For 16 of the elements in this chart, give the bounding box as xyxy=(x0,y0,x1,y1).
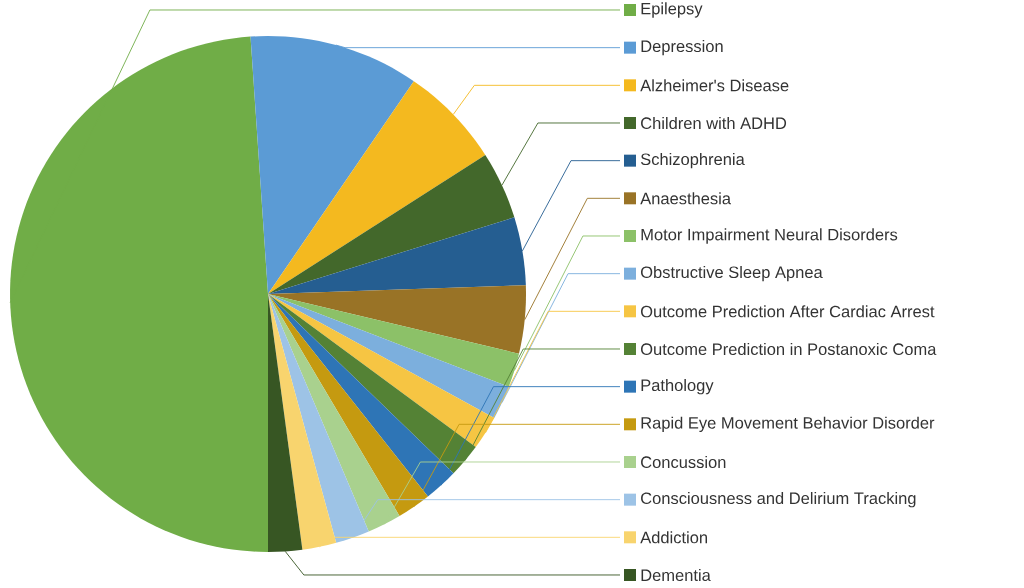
legend-label: Rapid Eye Movement Behavior Disorder xyxy=(641,416,935,432)
legend-label: Obstructive Sleep Apnea xyxy=(640,265,823,282)
legend-label: Consciousness and Delirium Tracking xyxy=(641,491,916,508)
legend-label: Pathology xyxy=(641,378,714,395)
legend-label: Addiction xyxy=(640,531,708,544)
legend-label: Schizophrenia xyxy=(640,152,745,169)
legend-label: Concussion xyxy=(641,455,726,469)
legend-label: Depression xyxy=(641,39,723,56)
legend-label: Children with ADHD xyxy=(641,116,787,130)
legend-label: Dementia xyxy=(641,568,711,582)
legend-label: Anaesthesia xyxy=(640,192,732,205)
legend-label: Alzheimer's Disease xyxy=(640,79,789,92)
legend-label: Epilepsy xyxy=(641,2,703,18)
legend-label: Outcome Prediction in Postanoxic Coma xyxy=(640,342,937,356)
legend-label: Outcome Prediction After Cardiac Arrest xyxy=(640,305,935,318)
legend-label: Motor Impairment Neural Disorders xyxy=(641,228,898,244)
